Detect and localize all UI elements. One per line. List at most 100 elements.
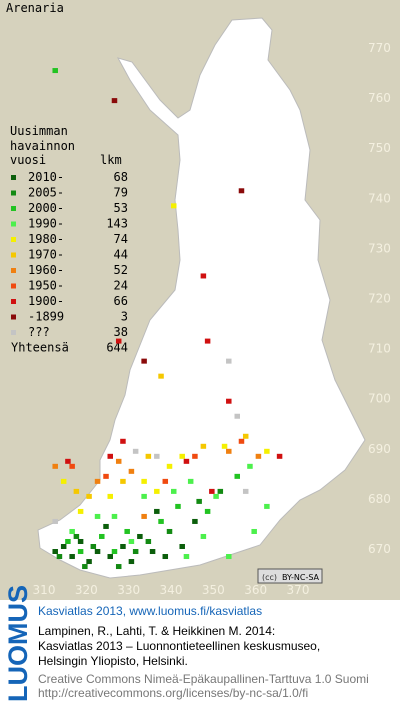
legend-count: 53 [114, 201, 128, 215]
cell [94, 513, 101, 519]
y-tick-label: 740 [368, 191, 391, 205]
cell [226, 448, 232, 454]
cell [52, 518, 58, 524]
luomus-logo: LUOMUS [3, 585, 33, 702]
legend-swatch [11, 252, 16, 258]
cell [94, 478, 101, 484]
distribution-cells [52, 68, 283, 570]
cell [115, 338, 122, 344]
legend-label: 2005- [28, 186, 64, 200]
legend-count: 66 [114, 294, 128, 308]
cell [179, 453, 185, 459]
cell [65, 458, 71, 464]
cell [213, 493, 219, 499]
license-line: http://creativecommons.org/licenses/by-n… [38, 686, 308, 700]
cell [115, 458, 122, 464]
cell [196, 498, 202, 504]
legend-label: 1950- [28, 279, 64, 293]
badge-text: BY-NC-SA [282, 573, 320, 582]
cell [77, 538, 84, 544]
cell [154, 453, 160, 459]
legend-label: 1990- [28, 217, 64, 231]
y-tick-label: 730 [368, 241, 391, 255]
license-line: Creative Commons Nimeä-Epäkaupallinen-Ta… [38, 672, 369, 686]
cell [141, 478, 147, 484]
legend-count: 74 [114, 232, 128, 246]
cell [204, 338, 211, 344]
cell [52, 463, 58, 469]
y-tick-label: 690 [368, 442, 391, 456]
cell [60, 544, 67, 549]
legend-label: 2010- [28, 170, 64, 184]
cell [94, 549, 101, 555]
legend-swatch [11, 268, 16, 273]
cell [200, 533, 207, 539]
cell [137, 533, 143, 539]
cell [226, 358, 232, 364]
cell [111, 513, 118, 519]
y-tick-label: 710 [368, 342, 391, 356]
cell [107, 554, 113, 560]
cell [86, 493, 92, 499]
cell [154, 508, 160, 514]
cell [158, 373, 164, 379]
cell [52, 68, 58, 74]
cell [162, 478, 169, 484]
cell [86, 559, 92, 565]
y-tick-label: 770 [368, 41, 391, 55]
legend-count: 38 [114, 325, 128, 339]
map-title: Arenaria [6, 1, 64, 15]
cell [99, 533, 105, 539]
axis-ticks: 310 320 330 340 350 360 370 770 760 750 740 730 720 7… [33, 41, 391, 597]
legend-count: 3 [121, 310, 128, 324]
license-badge: (cc) BY-NC-SA [257, 568, 323, 584]
cell [69, 463, 75, 469]
legend-swatch [11, 221, 16, 227]
cell [247, 463, 253, 469]
legend-label: 1980- [28, 232, 64, 246]
cell [60, 478, 67, 484]
cell [183, 458, 190, 464]
cell [162, 554, 169, 560]
cell [132, 448, 139, 454]
cell [124, 528, 130, 534]
legend-swatch [11, 299, 16, 304]
y-tick-label: 760 [368, 91, 391, 105]
legend-total-count: 644 [106, 341, 128, 355]
legend-swatch [11, 206, 16, 211]
cell [56, 554, 63, 560]
cell [107, 493, 113, 499]
footer-headline: Kasviatlas 2013, www.luomus.fi/kasviatla… [38, 604, 262, 618]
cell [103, 523, 109, 529]
legend-label: 1970- [28, 248, 64, 262]
y-tick-label: 680 [368, 492, 391, 506]
cell [238, 438, 245, 444]
cell [192, 453, 198, 459]
legend-swatch [11, 190, 16, 196]
cell [276, 453, 283, 459]
cell [242, 488, 249, 494]
cell [209, 488, 215, 494]
cell [183, 554, 190, 560]
cell [234, 413, 240, 419]
cell [120, 438, 126, 444]
cell [141, 358, 147, 364]
cell [217, 488, 224, 494]
cell [141, 513, 147, 519]
legend-count: 24 [114, 279, 128, 293]
cell [120, 544, 126, 549]
cell [73, 488, 80, 494]
x-tick-label: 360 [244, 583, 267, 597]
x-tick-label: 310 [33, 583, 56, 597]
cell [238, 188, 245, 194]
y-tick-label: 670 [368, 542, 391, 556]
badge-frame [257, 568, 323, 584]
cell [141, 493, 147, 499]
cell [200, 443, 207, 449]
legend-heading: havainnon [10, 139, 75, 153]
legend-count: 52 [114, 263, 128, 277]
cell [264, 448, 270, 454]
x-tick-label: 320 [75, 583, 98, 597]
y-tick-label: 750 [368, 141, 391, 155]
cell [77, 549, 84, 555]
